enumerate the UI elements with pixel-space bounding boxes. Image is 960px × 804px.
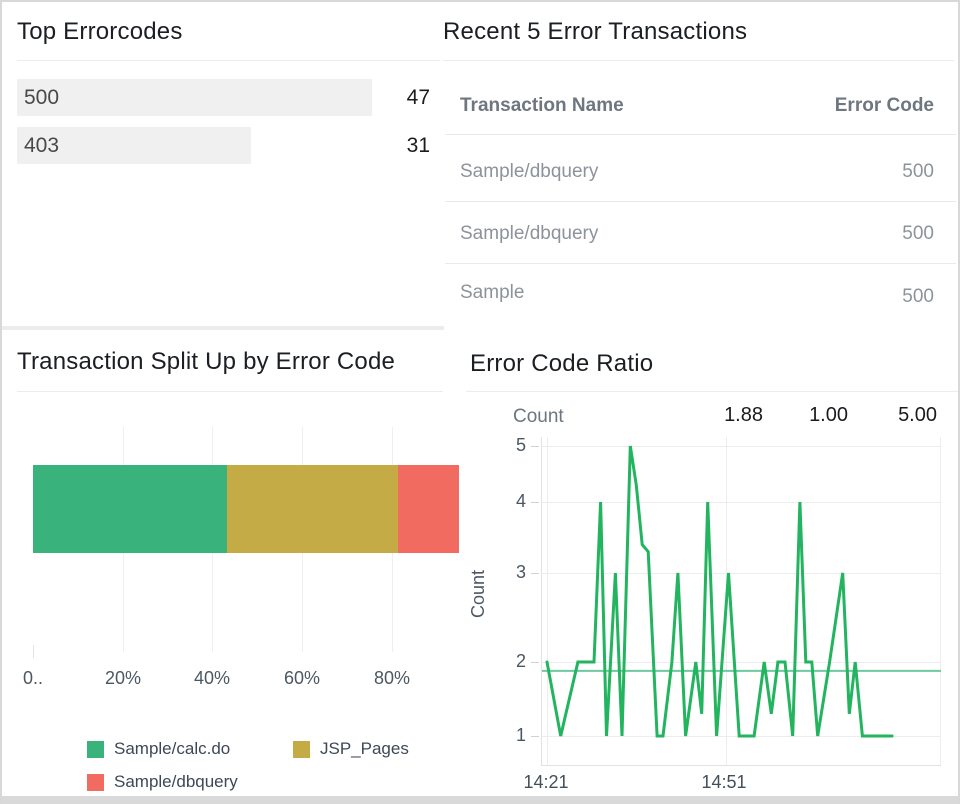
- y-axis-label: Count: [468, 569, 488, 619]
- errorcode-label: 403: [24, 133, 60, 157]
- legend-swatch: [87, 740, 104, 758]
- recent-transactions-title: Recent 5 Error Transactions: [443, 18, 748, 45]
- line-chart-canvas[interactable]: [542, 437, 941, 765]
- h-gridline: [542, 446, 941, 447]
- ratio-chart-title: Error Code Ratio: [470, 350, 654, 377]
- v-gridline: [940, 437, 941, 765]
- x-axis-tick: 0..: [22, 668, 43, 688]
- split-chart-title: Transaction Split Up by Error Code: [17, 348, 396, 375]
- h-gridline: [542, 662, 941, 663]
- bar-segment[interactable]: [226, 465, 399, 553]
- table-divider: [445, 263, 956, 264]
- errorcode-row[interactable]: 403 31: [17, 127, 430, 164]
- error-code-cell: 500: [902, 286, 934, 307]
- errorcode-row[interactable]: 500 47: [17, 79, 430, 116]
- x-axis-tick: 20%: [104, 668, 142, 688]
- stat-min: 1.00: [809, 404, 848, 426]
- legend-item[interactable]: Sample/dbquery: [87, 772, 238, 791]
- series-legend-label[interactable]: Count: [513, 406, 564, 427]
- errorcode-bar: 403: [17, 127, 251, 164]
- x-axis-tick: 80%: [373, 668, 411, 688]
- h-gridline: [542, 502, 941, 503]
- panel-divider: [0, 326, 444, 330]
- transaction-name-cell: Sample/dbquery: [460, 161, 599, 182]
- line-chart-plot[interactable]: [541, 437, 941, 766]
- bottom-scrollbar-track[interactable]: [0, 796, 960, 804]
- gridline: [33, 645, 34, 658]
- x-axis-tick: 14:21: [523, 772, 569, 792]
- errorcode-count: 31: [406, 134, 430, 157]
- bar-segment[interactable]: [33, 465, 227, 553]
- stat-average: 1.88: [724, 404, 763, 426]
- table-divider: [445, 201, 956, 202]
- title-divider: [17, 60, 440, 61]
- transaction-name-cell: Sample/dbquery: [460, 223, 599, 244]
- errorcode-label: 500: [24, 85, 60, 109]
- title-divider: [466, 391, 958, 392]
- y-axis-tick-mark: [531, 573, 539, 574]
- title-divider: [443, 60, 954, 61]
- errorcode-count: 47: [406, 86, 430, 109]
- legend-swatch: [293, 740, 310, 758]
- y-axis-tick-mark: [531, 662, 539, 663]
- table-divider: [445, 134, 956, 135]
- legend-item[interactable]: JSP_Pages: [293, 739, 409, 758]
- error-code-cell: 500: [902, 223, 934, 244]
- column-header-transaction-name: Transaction Name: [460, 95, 624, 116]
- y-axis-tick: 1: [515, 725, 526, 745]
- error-code-cell: 500: [902, 161, 934, 182]
- errorcode-bar: 500: [17, 79, 372, 116]
- y-axis-tick: 5: [515, 435, 526, 455]
- y-axis-tick-mark: [531, 502, 539, 503]
- top-errorcodes-title: Top Errorcodes: [17, 18, 183, 45]
- y-axis-tick: 4: [515, 491, 526, 511]
- v-gridline: [547, 437, 548, 765]
- x-axis-tick: 14:51: [701, 772, 747, 792]
- stat-max: 5.00: [898, 404, 937, 426]
- legend-label: Sample/dbquery: [114, 772, 238, 791]
- y-axis-tick-mark: [531, 736, 539, 737]
- legend-label: Sample/calc.do: [114, 739, 231, 758]
- bar-segment[interactable]: [398, 465, 460, 553]
- legend-label: JSP_Pages: [320, 739, 409, 758]
- legend-swatch: [87, 773, 104, 791]
- y-axis-tick: 2: [515, 651, 526, 671]
- line-series[interactable]: [545, 445, 894, 738]
- column-header-error-code: Error Code: [834, 95, 934, 116]
- title-divider: [17, 391, 443, 392]
- y-axis-tick: 3: [515, 562, 526, 582]
- legend-item[interactable]: Sample/calc.do: [87, 739, 231, 758]
- h-gridline: [542, 573, 941, 574]
- x-axis-tick: 60%: [283, 668, 321, 688]
- stacked-bar[interactable]: [33, 465, 460, 553]
- transaction-name-cell: Sample: [460, 282, 525, 303]
- y-axis-tick-mark: [531, 446, 539, 447]
- x-axis-tick: 40%: [193, 668, 231, 688]
